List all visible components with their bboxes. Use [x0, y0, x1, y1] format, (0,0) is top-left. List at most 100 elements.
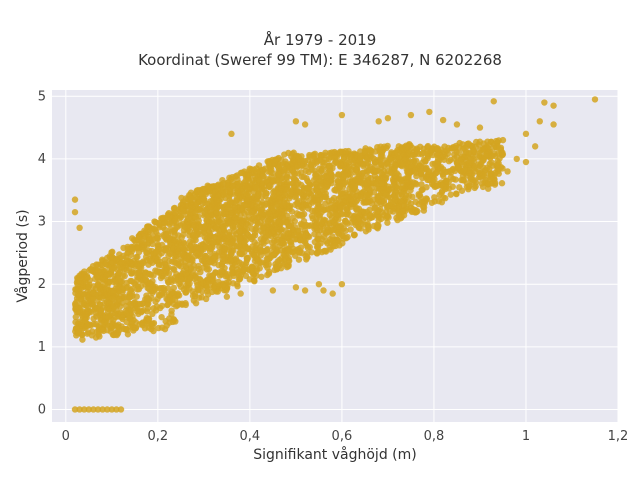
data-point [154, 234, 161, 241]
data-point [495, 165, 502, 172]
data-point [495, 170, 502, 177]
data-point [486, 180, 494, 187]
data-point [110, 304, 117, 312]
data-point [149, 240, 156, 248]
data-point [466, 182, 473, 189]
data-point [334, 177, 341, 185]
data-point [327, 246, 334, 253]
data-point [119, 259, 126, 267]
data-point [384, 114, 392, 122]
data-point [129, 323, 137, 330]
x-axis-label: Signifikant våghöjd (m) [253, 447, 417, 463]
data-point [303, 254, 311, 261]
data-point [99, 406, 106, 413]
data-point [158, 284, 165, 292]
data-point [259, 172, 266, 180]
data-point [177, 259, 185, 266]
data-point [143, 296, 151, 303]
data-point [458, 187, 466, 194]
chart-title: År 1979 - 2019 [263, 31, 377, 49]
data-point [303, 175, 310, 182]
data-point [347, 196, 354, 203]
data-point [498, 180, 506, 187]
data-point [312, 170, 320, 178]
data-point [330, 205, 338, 212]
data-point [227, 199, 234, 206]
data-point [360, 161, 367, 168]
data-point [211, 254, 219, 261]
data-point [273, 201, 281, 208]
data-point [94, 281, 101, 288]
data-point [71, 406, 79, 413]
data-point [182, 270, 190, 277]
data-point [288, 232, 295, 239]
data-point [201, 185, 208, 193]
data-point [178, 275, 185, 283]
data-point [264, 217, 272, 225]
data-point [350, 231, 358, 238]
data-point [364, 180, 371, 187]
data-point [280, 199, 288, 206]
data-point [211, 234, 219, 241]
data-point [393, 170, 401, 177]
data-point [313, 188, 321, 195]
data-point [253, 205, 261, 212]
data-point [329, 233, 336, 240]
data-point [270, 189, 277, 196]
data-point [81, 268, 88, 275]
data-point [311, 207, 319, 215]
data-point [285, 257, 293, 265]
data-point [209, 271, 217, 279]
data-point [329, 290, 336, 297]
data-point [81, 317, 89, 324]
data-point [397, 177, 405, 184]
data-point [184, 202, 192, 210]
data-point [89, 328, 96, 335]
data-point [432, 183, 440, 190]
data-point [361, 209, 368, 217]
data-point [401, 188, 408, 195]
data-point [370, 196, 377, 203]
data-point [229, 183, 236, 190]
data-point [119, 314, 126, 321]
data-point [499, 136, 507, 144]
data-point [431, 198, 438, 205]
data-point [231, 204, 238, 211]
data-point [104, 406, 111, 413]
data-point [280, 250, 287, 258]
data-point [413, 172, 420, 180]
data-point [368, 184, 376, 192]
data-point [550, 121, 557, 128]
data-point [263, 237, 270, 245]
data-point [388, 170, 396, 177]
data-point [196, 206, 204, 213]
data-point [200, 223, 208, 231]
data-point [109, 295, 117, 303]
data-point [423, 164, 430, 172]
data-point [294, 162, 301, 169]
data-point [340, 199, 347, 206]
data-point [332, 242, 339, 250]
data-point [157, 274, 165, 282]
data-point [164, 301, 172, 308]
data-point [434, 155, 442, 162]
data-point [214, 219, 221, 226]
data-point [269, 169, 276, 177]
data-point [129, 235, 136, 242]
data-point [135, 269, 142, 277]
data-point [309, 215, 316, 222]
data-point [226, 233, 234, 240]
data-point [426, 108, 433, 116]
data-point [236, 249, 243, 257]
data-point [236, 228, 244, 235]
data-point [504, 168, 511, 175]
data-point [97, 286, 104, 293]
data-point [393, 214, 400, 222]
data-point [363, 154, 371, 161]
data-point [98, 294, 106, 302]
data-point [108, 406, 116, 413]
data-point [377, 161, 384, 168]
data-point [362, 199, 370, 206]
data-point [288, 188, 295, 195]
data-point [398, 160, 406, 167]
